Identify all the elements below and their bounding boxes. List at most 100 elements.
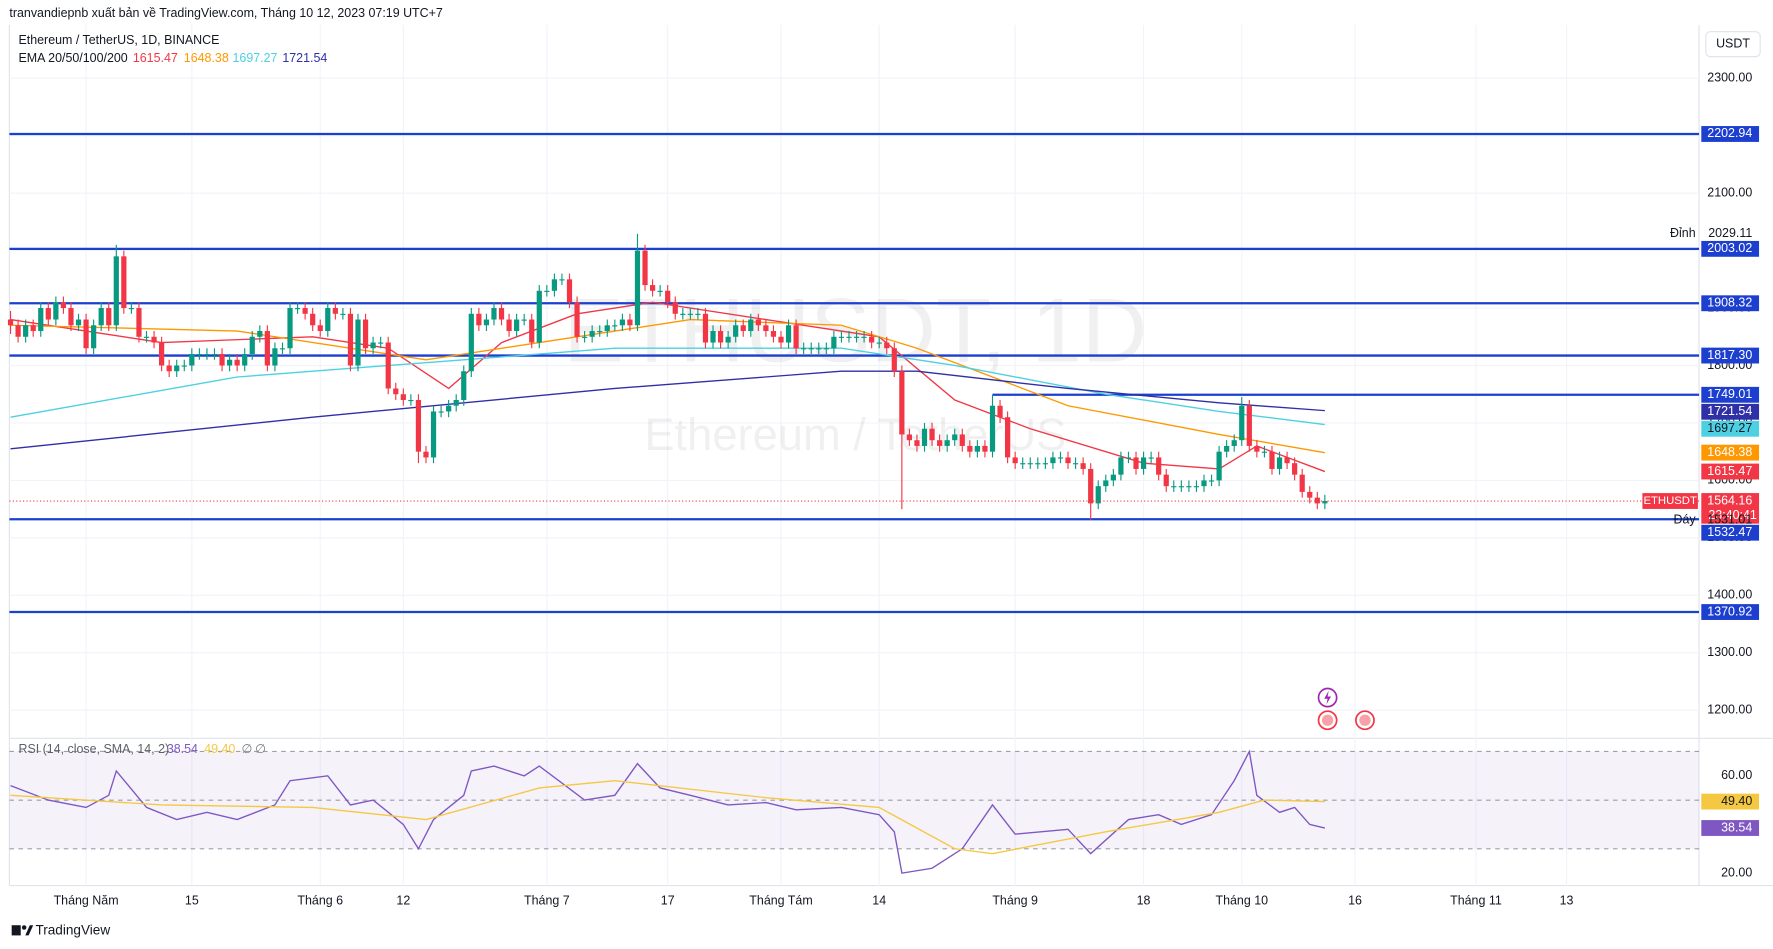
candle-body [106,308,112,326]
price-badge-label: 1721.54 [1707,404,1752,418]
candle-body [75,319,82,326]
currency-button[interactable] [1705,31,1761,58]
candle-body [536,290,542,343]
rsi-legend-value: 38.54 [167,742,198,756]
candle-body [53,302,59,320]
candle-body [211,354,218,356]
x-tick-label: 17 [661,894,675,908]
candle-body [7,319,14,326]
candle-body [476,313,482,326]
candle-body [937,440,943,446]
price-badge-label: 1370.92 [1707,604,1752,618]
y-tick-label: 1200.00 [1707,703,1752,717]
candle-body [1261,451,1268,453]
last-price: 1564.16 [1707,493,1752,507]
price-badge [1701,604,1760,620]
candle-body [143,336,150,338]
candle-body [1246,405,1252,446]
tv-logo-mark [25,925,34,936]
price-badge [1701,524,1760,541]
candle-body [204,354,210,356]
candle-body [793,325,799,349]
candle-body [838,336,845,338]
candle-body [408,399,414,402]
candle-body [438,411,444,413]
candle-body [1186,486,1192,488]
candle-body [30,325,36,332]
candle-body [559,279,565,281]
price-badge-label: 1648.38 [1707,445,1752,459]
candle-body [899,371,905,435]
x-tick-label: Tháng 11 [1450,894,1502,908]
us-flag [1321,714,1334,726]
candle-body [446,405,452,412]
candle-body [801,348,807,350]
candle-body [748,319,754,332]
candle-body [982,445,988,452]
candle-body [91,325,97,349]
candle-body [529,319,535,343]
x-tick-label: Tháng Năm [54,894,119,908]
candle-body [264,331,270,366]
candle-body [823,348,829,350]
candle-body [340,313,346,315]
candle-body [1072,463,1079,465]
candle-body [1193,486,1200,488]
candle-body [589,331,595,337]
candle-body [378,342,384,344]
candle-body [1231,440,1237,446]
price-badge [1701,295,1760,312]
candle-body [906,434,913,441]
extreme-label: Đỉnh [1670,226,1696,240]
candle-body [921,428,928,446]
price-badge-label: 1697.27 [1707,421,1752,435]
rsi-badge-label: 38.54 [1721,820,1752,834]
price-badge [1701,240,1760,257]
price-badge-label: 1908.32 [1707,296,1752,310]
price-badge-label: 2003.02 [1707,241,1752,255]
candle-body [1269,451,1275,469]
rsi-line [10,780,1325,855]
candle-body [816,348,822,350]
last-price-badge [1701,493,1760,524]
candle-body [1080,463,1086,469]
rsi-tick-label: 60.00 [1721,768,1752,782]
price-badge-label: 1749.01 [1707,387,1752,401]
x-tick-label: Tháng 6 [297,894,343,908]
currency-button-label[interactable]: USDT [1716,36,1750,50]
x-tick-label: Tháng 10 [1215,894,1268,908]
candle-body [272,348,278,366]
candle-body [544,290,550,292]
rsi-legend: RSI (14, close, SMA, 14, 2) [18,742,169,756]
tv-logo-dot [21,925,27,930]
rsi-line [10,749,1326,874]
candle-body [521,319,527,321]
candle-body [1027,463,1033,465]
candle-body [174,365,180,372]
candle-body [884,342,890,349]
candle-body [83,319,89,349]
candle-body [1012,457,1018,464]
candle-body [914,440,920,446]
candle-body [1088,468,1094,504]
candle-body [453,399,459,406]
candle-body [566,279,573,303]
candle-body [317,325,323,332]
rsi-tick-label: 20.00 [1721,865,1752,879]
candle-body [159,342,165,366]
rsi-badge-label: 49.40 [1721,794,1752,808]
candle-body [370,342,376,349]
lightning [1324,690,1331,705]
candle-body [189,354,195,366]
candle-body [649,285,656,291]
price-badge [1701,386,1760,403]
candle-body [483,319,490,326]
candle-body [136,308,142,337]
candle-body [755,319,761,326]
candle-body [1216,451,1222,481]
us-flag [1359,714,1371,726]
extreme-value: 2029.11 [1708,226,1752,240]
candle-body [785,325,792,343]
candle-body [98,308,104,326]
